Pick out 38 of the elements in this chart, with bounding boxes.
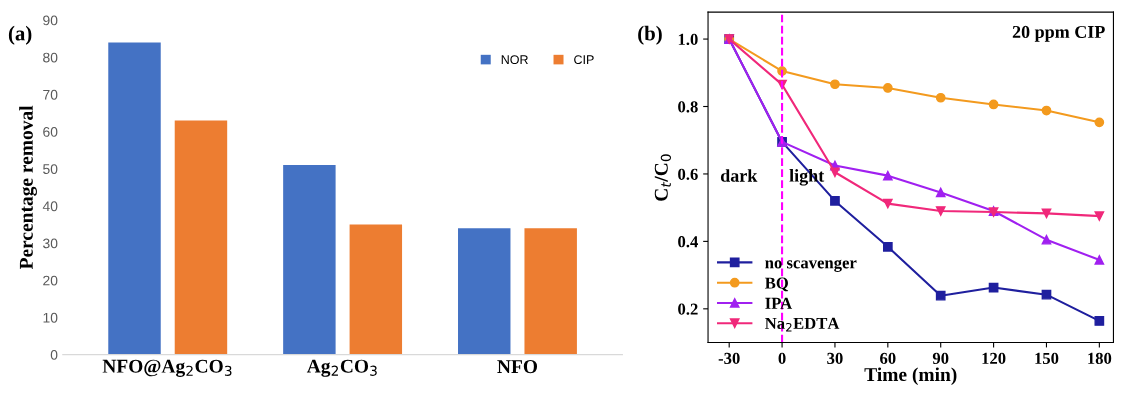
x-tick-label: 180 (1088, 352, 1112, 364)
x-tick-label: 0 (778, 352, 786, 364)
legend-label: NOR (501, 55, 528, 65)
annotation: 20 ppm CIP (1012, 25, 1105, 42)
y-tick-label: 90 (43, 15, 58, 26)
y-tick-label: 10 (43, 312, 58, 323)
y-tick-label: 1.0 (678, 33, 698, 46)
y-tick-label: 0.4 (678, 236, 699, 248)
legend-label: CIP (574, 55, 594, 65)
x-tick-label: -30 (718, 352, 740, 364)
y-tick-label: 60 (43, 126, 58, 137)
x-tick-label: 30 (827, 352, 843, 364)
y-tick-label: 30 (43, 238, 58, 249)
x-tick-label: 120 (982, 352, 1006, 364)
x-tick-label: Ag$_{2}$CO$_{3}$ (306, 359, 377, 377)
y-tick-label: 70 (43, 89, 58, 100)
x-tick-label: NFO (497, 360, 538, 374)
annotation: dark (720, 169, 758, 182)
y-tick-label: 20 (43, 275, 58, 286)
legend-label: IPA (765, 297, 793, 309)
y-axis-title: C$_{t}$/C$_{0}$ (654, 154, 672, 201)
y-tick-label: 40 (42, 201, 58, 212)
x-axis-title: Time (min) (864, 367, 957, 386)
y-tick-label: 0.6 (678, 168, 698, 180)
text: (a) (8, 25, 32, 45)
legend-label: BQ (764, 277, 789, 292)
y-tick-label: 0.2 (678, 303, 698, 315)
y-tick-label: 0.8 (678, 101, 698, 113)
x-tick-label: NFO@Ag$_{2}$CO$_{3}$ (102, 359, 232, 377)
x-tick-label: 60 (880, 352, 896, 364)
y-tick-label: 80 (43, 52, 58, 63)
x-tick-label: 150 (1035, 352, 1059, 364)
y-axis-title: Percentage removal (19, 105, 37, 270)
x-tick-label: 90 (932, 352, 949, 364)
y-tick-label: 50 (43, 164, 58, 174)
legend-label: Na$_{2}$EDTA (765, 317, 840, 332)
legend-label: no scavenger (765, 259, 857, 272)
text: (b) (638, 25, 662, 45)
